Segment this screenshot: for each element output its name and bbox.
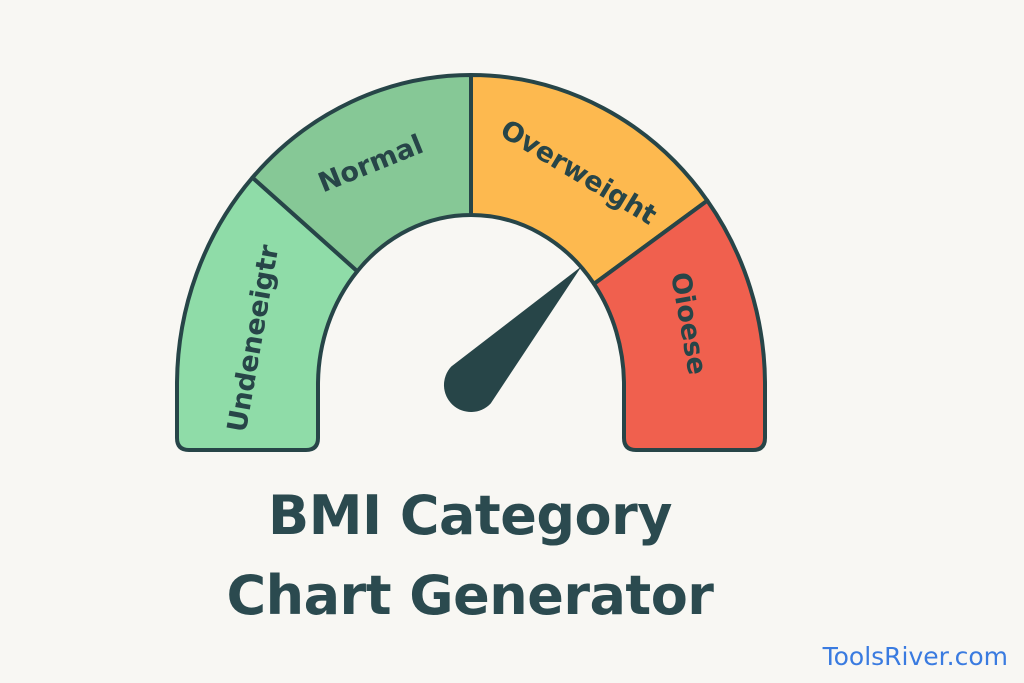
gauge-segment-underweight <box>175 175 360 452</box>
brand-watermark: ToolsRiver.com <box>822 642 1008 671</box>
gauge-needle <box>443 266 582 413</box>
gauge-segment-obese <box>592 198 767 452</box>
page-title-line-1: BMI Category <box>268 484 672 547</box>
page-title-line-2: Chart Generator <box>226 564 714 627</box>
gauge-segment-overweight <box>469 73 710 286</box>
